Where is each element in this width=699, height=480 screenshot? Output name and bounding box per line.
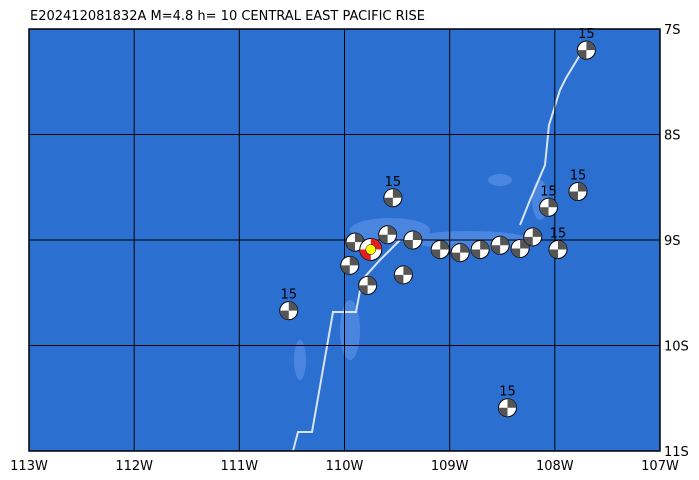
frame (28, 28, 661, 452)
event (393, 265, 413, 285)
beachball-quadrant (577, 41, 596, 60)
beachball-quadrant (568, 182, 587, 201)
depth-label: 15 (280, 288, 297, 303)
beachball-quadrant (394, 265, 413, 284)
x-tick-label: 108W (536, 459, 574, 474)
beachball-quadrant (539, 198, 558, 217)
epicenter (365, 244, 377, 255)
event (279, 301, 299, 321)
y-tick-label: 7S (664, 23, 681, 38)
event (539, 197, 559, 217)
beachball-quadrant (378, 225, 397, 244)
beachball-quadrant (279, 301, 298, 320)
y-tick-label: 10S (664, 340, 689, 355)
event (510, 238, 530, 258)
y-tick-label: 9S (664, 234, 681, 249)
event (498, 398, 518, 418)
depth-label: 15 (550, 226, 567, 241)
event (470, 239, 490, 259)
beachball-quadrant (403, 231, 422, 249)
x-tick-label: 110W (326, 459, 364, 474)
beachball-quadrant (451, 243, 470, 262)
x-tick-label: 111W (220, 459, 258, 474)
depth-label: 15 (385, 175, 402, 190)
event (403, 230, 423, 250)
event (358, 275, 378, 295)
beachball-quadrant (548, 240, 567, 259)
x-tick-label: 113W (10, 459, 48, 474)
event (340, 255, 360, 275)
depth-label: 15 (570, 168, 587, 183)
title: E202412081832A M=4.8 h= 10 CENTRAL EAST … (30, 9, 425, 24)
event (383, 188, 403, 208)
event (548, 239, 568, 259)
depth-label: 15 (540, 184, 557, 199)
beachball-quadrant (523, 227, 542, 246)
y-tick-label: 11S (664, 445, 689, 460)
main-event (359, 237, 383, 261)
beachball-quadrant (383, 188, 402, 207)
event (523, 227, 543, 247)
beachball-quadrant (346, 233, 365, 252)
event (430, 239, 450, 259)
event (568, 181, 588, 201)
event (378, 225, 398, 245)
beachball-quadrant (498, 398, 517, 417)
beachball-quadrant (511, 239, 530, 258)
event (490, 235, 510, 255)
event (450, 243, 470, 263)
y-tick-label: 8S (664, 129, 681, 144)
beachball-quadrant (431, 240, 450, 259)
x-tick-label: 107W (641, 459, 679, 474)
x-tick-label: 109W (431, 459, 469, 474)
x-tick-label: 112W (115, 459, 153, 474)
beachball-quadrant (340, 256, 359, 275)
beachball-quadrant (358, 276, 377, 295)
beachball-quadrant (491, 236, 510, 255)
depth-label: 15 (499, 385, 516, 400)
beachball-quadrant (471, 240, 490, 259)
event (576, 40, 596, 60)
depth-label: 15 (578, 27, 595, 42)
